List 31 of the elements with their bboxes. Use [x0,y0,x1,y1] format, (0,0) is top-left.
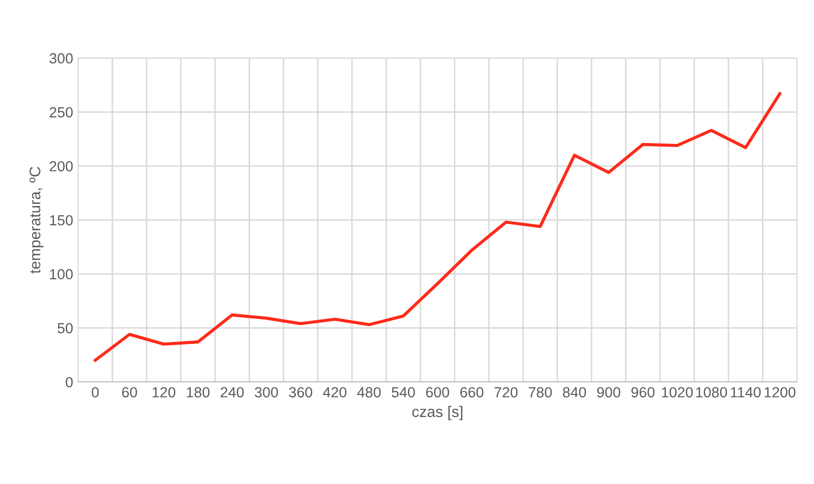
y-axis-title: temperatura, ºC [30,166,44,274]
y-tick-label: 150 [50,215,73,226]
x-tick-label: 1200 [764,387,796,398]
x-tick-label: 840 [562,387,586,398]
y-tick-label: 200 [50,161,73,172]
y-tick-label: 100 [50,269,73,280]
y-tick-label: 250 [50,107,73,118]
x-tick-label: 660 [460,387,484,398]
x-tick-label: 240 [220,387,244,398]
x-tick-label: 600 [426,387,450,398]
x-tick-label: 0 [92,387,99,398]
x-tick-label: 1020 [662,387,693,398]
x-tick-label: 900 [597,387,620,398]
x-tick-label: 1140 [730,387,761,398]
x-tick-label: 300 [254,387,278,398]
x-tick-label: 360 [289,387,312,398]
x-tick-label: 420 [323,387,346,398]
x-tick-label: 780 [528,387,552,398]
x-tick-label: 180 [186,387,210,398]
x-tick-label: 1080 [696,387,727,398]
x-axis-title: czas [s] [412,406,462,420]
x-tick-label: 540 [392,387,415,398]
x-tick-label: 480 [357,387,381,398]
x-tick-label: 60 [122,387,138,398]
y-tick-label: 0 [66,376,73,388]
x-tick-label: 960 [631,387,654,398]
x-tick-label: 720 [494,387,518,398]
y-tick-label: 300 [50,53,73,64]
y-tick-label: 50 [58,323,73,334]
x-tick-label: 120 [152,387,176,398]
line-series [94,92,782,362]
